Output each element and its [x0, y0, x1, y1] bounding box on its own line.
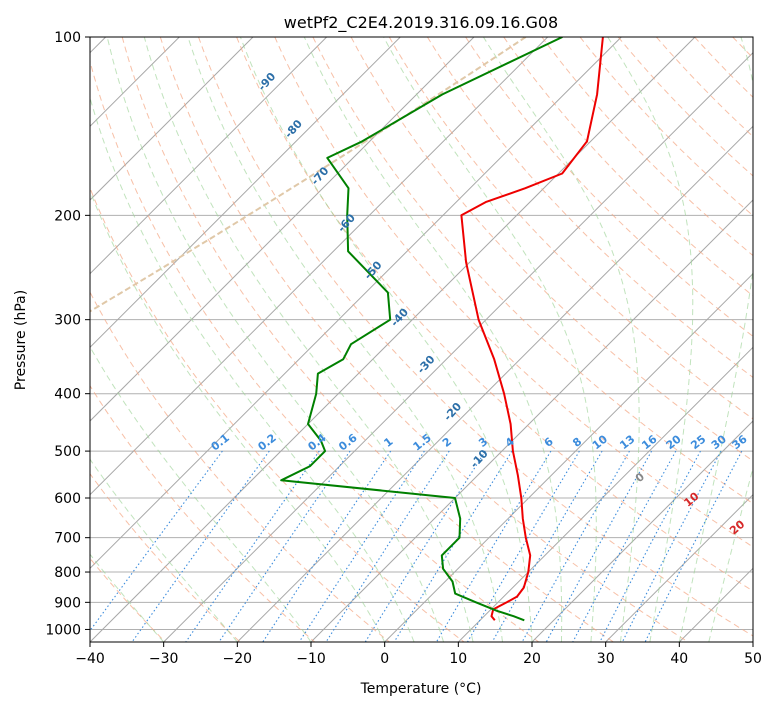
moist-adiabat-line [90, 458, 238, 642]
moist-adiabat-line [708, 466, 753, 642]
mixing-ratio-line [298, 450, 425, 642]
y-tick-label: 300 [54, 313, 81, 329]
temperature-profile-line [460, 37, 604, 621]
dry-adiabat-line [90, 557, 166, 642]
isotherm-line [90, 37, 401, 349]
dry-adiabat-line [90, 384, 316, 642]
x-tick-label: −30 [149, 651, 179, 667]
y-tick-label: 600 [54, 491, 81, 507]
dry-adiabat-line [388, 37, 753, 420]
moist-adiabat-line [106, 37, 445, 642]
y-tick-label: 900 [54, 595, 81, 611]
isotherm-line [384, 272, 753, 642]
moist-adiabat-line [90, 553, 165, 642]
mixing-ratio-line [545, 450, 653, 642]
y-tick-label: 500 [54, 444, 81, 460]
isotherm-line [90, 37, 696, 642]
mixing-ratio-line [521, 450, 630, 642]
isotherm-line [236, 125, 753, 642]
x-tick-label: 40 [670, 651, 688, 667]
mixing-ratio-line [491, 450, 603, 642]
background-lines [90, 37, 753, 642]
mixing-ratio-line [218, 450, 351, 642]
x-tick-label: 0 [380, 651, 389, 667]
x-tick-label: 10 [449, 651, 467, 667]
moist-adiabat-line [187, 37, 503, 642]
x-tick-label: −40 [75, 651, 105, 667]
plot-frame [89, 36, 754, 643]
dry-adiabat-line [426, 37, 753, 379]
grid-layer [90, 36, 753, 630]
moist-adiabat-line [90, 189, 386, 642]
x-axis-title: Temperature (°C) [360, 681, 482, 697]
moist-adiabat-line [239, 37, 533, 642]
mixing-ratio-line [621, 450, 722, 642]
y-tick-label: 200 [54, 208, 81, 224]
mixing-ratio-line [572, 450, 677, 642]
y-tick-label: 100 [54, 30, 81, 46]
dry-adiabat-line [90, 186, 465, 642]
chart-title: wetPf2_C2E4.2019.316.09.16.G08 [284, 13, 558, 33]
x-tick-label: 20 [523, 651, 541, 667]
y-tick-label: 1000 [45, 622, 81, 638]
x-tick-label: −20 [223, 651, 253, 667]
isotherm-line [605, 493, 753, 642]
y-tick-label: 700 [54, 531, 81, 547]
x-tick-label: 50 [744, 651, 762, 667]
isotherm-line [531, 420, 753, 642]
mixing-ratio-line [262, 450, 392, 642]
y-tick-label: 400 [54, 387, 81, 403]
isotherm-line [90, 37, 254, 201]
x-tick-label: −10 [296, 651, 326, 667]
isotherm-line [310, 199, 753, 642]
dry-adiabat-line [274, 37, 753, 548]
isotherm-line [90, 37, 475, 422]
moist-adiabat-line [90, 96, 415, 642]
x-tick-label: 30 [597, 651, 615, 667]
moist-adiabat-line [143, 37, 474, 642]
moist-adiabat-line [678, 37, 753, 642]
y-tick-label: 800 [54, 565, 81, 581]
dry-adiabat-line [159, 37, 689, 642]
moist-adiabat-line [90, 345, 312, 642]
moist-adiabat-line [383, 37, 597, 642]
dry-adiabat-line [198, 37, 753, 637]
isotherm-line [163, 51, 753, 642]
moist-adiabat-line [607, 37, 694, 642]
mixing-ratio-line [644, 450, 743, 642]
dewpoint-profile-line [280, 37, 563, 622]
y-axis-title: Pressure (hPa) [13, 290, 29, 390]
axes: −40 −30 −20 −10 0 10 20 30 40 50 100 200 300 400 500 60… [45, 30, 762, 667]
mixing-ratio-line [185, 450, 320, 642]
isotherm-line [90, 37, 622, 570]
dry-adiabat-line [121, 37, 614, 642]
isotherm-line [90, 37, 549, 496]
moist-adiabat-line [482, 37, 640, 642]
isotherm-line [90, 37, 328, 275]
mixing-ratio-line [90, 450, 223, 632]
mixing-ratio-line [599, 450, 701, 642]
moist-adiabat-line [303, 37, 563, 642]
series-layer [280, 37, 604, 622]
